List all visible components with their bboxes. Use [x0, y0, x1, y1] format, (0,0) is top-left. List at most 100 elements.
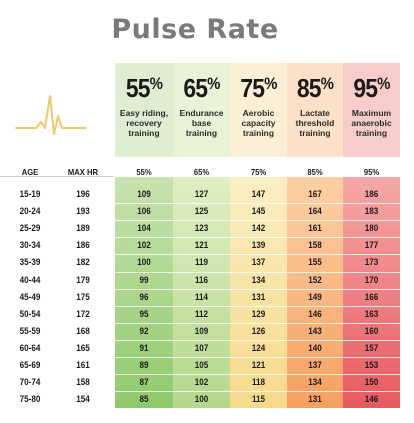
zone-description-line: training: [242, 128, 275, 138]
age-range-cell: 50-54: [19, 308, 41, 319]
age-range-cell: 75-80: [19, 394, 41, 405]
zone-description-line: base: [191, 118, 212, 128]
row-separator: [115, 357, 400, 358]
target-hr-cell: 146: [364, 394, 379, 405]
zone-percentage: 65%: [176, 73, 226, 104]
max-hr-cell: 172: [76, 308, 90, 319]
zone-column-85: [287, 177, 343, 409]
target-hr-cell: 116: [194, 274, 209, 285]
zone-description-line: training: [355, 128, 388, 138]
age-range-cell: 35-39: [19, 257, 41, 268]
max-hr-cell: 175: [76, 291, 90, 302]
target-hr-cell: 146: [308, 308, 322, 319]
column-header: AGE: [21, 167, 39, 177]
zone-description: Maximum anaerobic training: [343, 108, 400, 138]
zone-header-bg: [343, 63, 400, 157]
zone-percentage-value: 65: [183, 73, 208, 103]
table-row: 30-34 186 102 121 139 158 177: [0, 237, 414, 254]
max-hr-cell: 182: [76, 257, 90, 268]
target-hr-cell: 92: [139, 325, 149, 336]
target-hr-cell: 161: [308, 223, 322, 234]
zone-description-line: Easy riding,: [119, 108, 169, 118]
max-hr-cell: 158: [76, 377, 90, 388]
target-hr-cell: 137: [308, 360, 322, 370]
table-row: 45-49 175 96 114 131 149 166: [0, 289, 414, 306]
target-hr-cell: 99: [139, 274, 149, 285]
target-hr-cell: 143: [308, 325, 322, 336]
age-range-cell: 70-74: [19, 377, 41, 388]
target-hr-cell: 160: [364, 325, 379, 336]
target-hr-cell: 106: [137, 206, 151, 217]
target-hr-cell: 121: [251, 360, 266, 370]
table-row: 55-59 168 92 109 126 143 160: [0, 323, 414, 340]
zone-description-line: training: [128, 128, 160, 138]
zone-percentage-value: 95: [353, 73, 378, 103]
target-hr-cell: 114: [194, 291, 209, 302]
max-hr-cell: 165: [76, 342, 90, 353]
zone-description-line: training: [299, 128, 331, 138]
target-hr-cell: 157: [364, 342, 379, 353]
age-range-cell: 45-49: [19, 291, 41, 302]
age-range-cell: 60-64: [19, 342, 41, 353]
header-divider: [0, 176, 114, 177]
zone-description-line: recovery: [126, 118, 162, 128]
target-hr-cell: 85: [139, 394, 149, 405]
chart-title: Pulse Rate: [111, 14, 279, 45]
zone-percentage-value: 85: [296, 73, 322, 103]
age-range-cell: 55-59: [19, 325, 41, 336]
zone-column-75: [230, 177, 287, 409]
age-range-cell: 25-29: [19, 223, 41, 234]
target-hr-cell: 163: [364, 308, 379, 319]
row-separator: [115, 254, 400, 256]
zone-description: Endurance base training: [173, 108, 230, 138]
target-hr-cell: 140: [308, 342, 322, 353]
target-hr-cell: 115: [251, 394, 266, 405]
target-hr-cell: 125: [194, 206, 209, 217]
heartbeat-pulse-icon: [15, 95, 87, 135]
table-row: 20-24 193 106 125 145 164 183: [0, 203, 414, 220]
target-hr-cell: 164: [308, 206, 322, 217]
percent-sign: %: [149, 74, 163, 93]
target-hr-cell: 131: [251, 291, 266, 302]
zone-description-line: Maximum: [351, 108, 392, 118]
zone-description: Lactate threshold training: [287, 108, 343, 138]
target-hr-cell: 126: [251, 325, 266, 336]
max-hr-cell: 161: [76, 360, 90, 370]
percent-sign: %: [320, 74, 334, 93]
zone-header-75: 75% Aerobic capacity training: [230, 63, 287, 158]
row-separator: [115, 203, 400, 205]
target-hr-cell: 112: [194, 308, 209, 319]
target-hr-cell: 152: [308, 274, 322, 285]
target-hr-cell: 149: [308, 291, 322, 302]
target-hr-cell: 180: [364, 223, 379, 234]
target-hr-cell: 142: [251, 223, 266, 234]
zone-header-55: 55% Easy riding, recovery training: [115, 63, 173, 158]
row-separator: [115, 374, 400, 376]
column-header: 65%: [193, 167, 210, 177]
percent-sign: %: [264, 74, 277, 93]
percent-sign: %: [207, 74, 220, 93]
max-hr-cell: 154: [76, 394, 90, 405]
zone-description: Aerobic capacity training: [230, 108, 287, 138]
target-hr-cell: 95: [139, 308, 149, 319]
row-separator: [115, 391, 400, 393]
target-hr-cell: 121: [194, 240, 209, 251]
target-hr-cell: 127: [194, 189, 209, 199]
max-hr-cell: 186: [76, 240, 90, 251]
target-hr-cell: 147: [251, 189, 266, 199]
target-hr-cell: 150: [364, 377, 379, 388]
zone-description: Easy riding, recovery training: [115, 108, 173, 138]
target-hr-cell: 87: [139, 377, 149, 388]
zone-percentage-value: 55: [125, 73, 151, 103]
target-hr-cell: 96: [139, 291, 149, 302]
table-row: 25-29 189 104 123 142 161 180: [0, 220, 414, 237]
target-hr-cell: 109: [194, 325, 209, 336]
zone-percentage: 95%: [346, 73, 396, 104]
target-hr-cell: 186: [364, 189, 379, 199]
table-row: 60-64 165 91 107 124 140 157: [0, 340, 414, 357]
zone-percentage: 75%: [233, 73, 283, 104]
age-range-cell: 15-19: [19, 189, 41, 199]
age-range-cell: 20-24: [19, 206, 41, 217]
max-hr-cell: 168: [76, 325, 90, 336]
table-row: 70-74 158 87 102 118 134 150: [0, 374, 414, 391]
